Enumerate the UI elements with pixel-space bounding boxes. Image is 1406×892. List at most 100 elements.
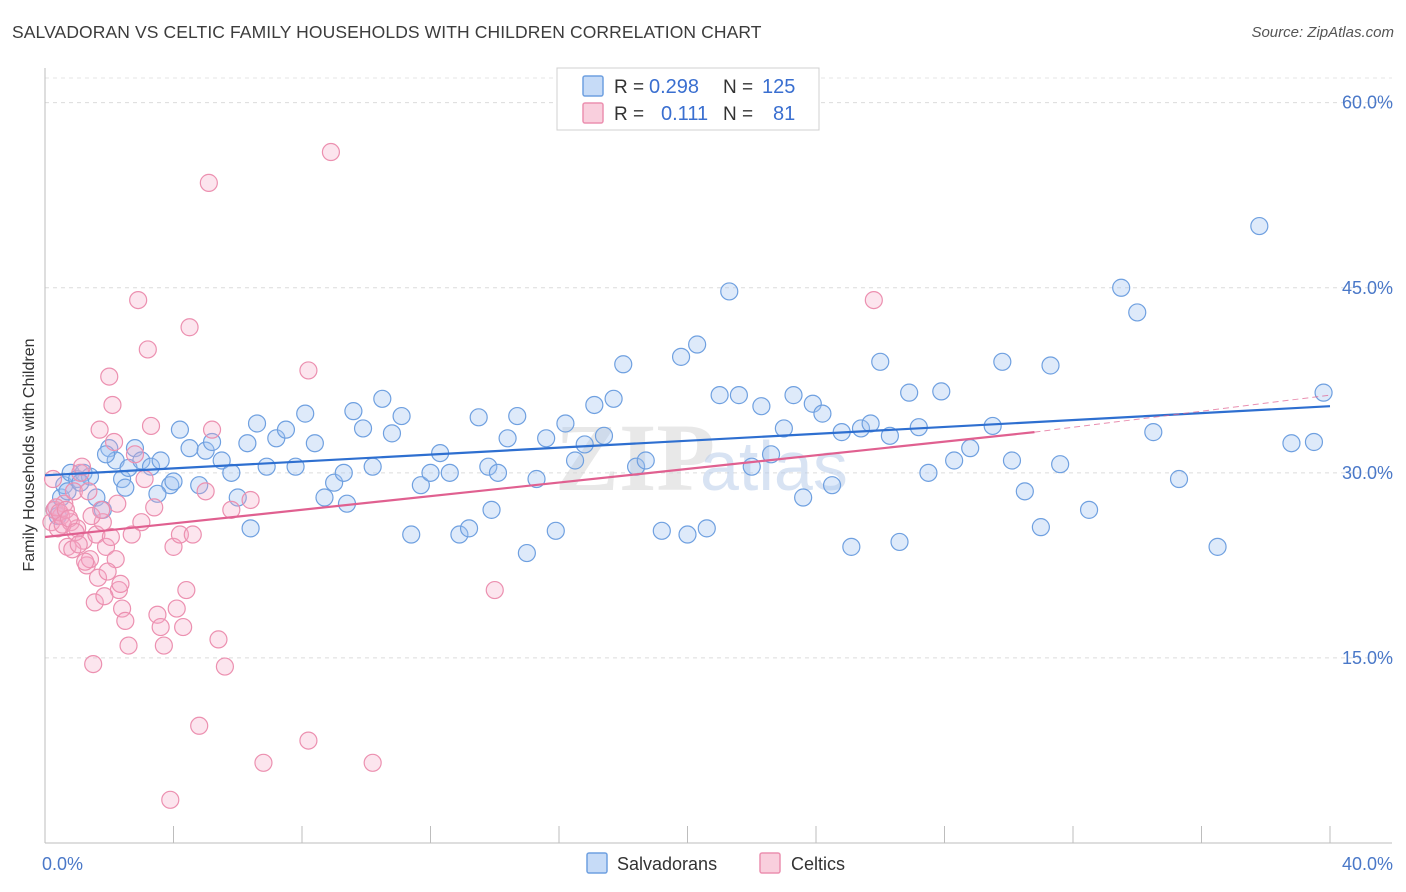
celtics-point-18	[100, 367, 119, 386]
grid-lines	[45, 77, 1392, 659]
celtics-point-44	[190, 716, 209, 735]
celtics-point-15	[90, 420, 109, 439]
celtics-point-36	[161, 790, 180, 809]
salvadorans-point-112	[1282, 434, 1301, 453]
celtics-point-49	[215, 657, 234, 676]
salvadorans-point-106	[1112, 278, 1131, 297]
salvadorans-point-36	[334, 463, 353, 482]
salvadorans-point-82	[803, 394, 822, 413]
salvadorans-point-62	[585, 395, 604, 415]
salvadorans-point-60	[565, 451, 585, 470]
salvadorans-point-114	[1314, 383, 1333, 402]
salvadorans-point-72	[697, 519, 716, 538]
salvadorans-point-91	[890, 532, 909, 552]
legend-r-label-1: R =	[614, 104, 644, 125]
celtics-point-46	[199, 173, 218, 192]
legend-n-value-0: 125	[762, 76, 795, 98]
salvadorans-point-84	[822, 476, 842, 495]
salvadorans-point-90	[880, 426, 899, 445]
celtics-point-45	[196, 482, 215, 501]
salvadorans-point-32	[296, 404, 315, 423]
y-tick-label-2: 45.0%	[1342, 278, 1393, 298]
salvadorans-point-16	[151, 451, 170, 470]
celtics-point-79	[108, 494, 127, 513]
celtics-point-41	[177, 580, 196, 600]
salvadorans-point-73	[710, 386, 729, 405]
salvadorans-point-33	[305, 434, 324, 453]
y-tick-label-3: 60.0%	[1342, 93, 1393, 113]
salvadorans-point-24	[222, 463, 241, 482]
trend-lines	[44, 394, 1331, 539]
correlation-legend: R = 0.298 N = 125 R = 0.111 N = 81	[556, 67, 820, 131]
salvadorans-point-38	[353, 419, 373, 438]
series-legend: Salvadorans Celtics	[586, 852, 845, 874]
celtics-point-24	[119, 636, 138, 655]
celtics-point-27	[129, 290, 148, 310]
celtics-point-78	[104, 432, 124, 452]
celtics-point-71	[82, 506, 101, 526]
legend-r-label-0: R =	[614, 77, 644, 98]
salvadorans-point-37	[344, 402, 363, 421]
celtics-point-17	[96, 537, 116, 556]
salvadorans-point-55	[517, 543, 536, 563]
salvadorans-point-89	[871, 352, 890, 371]
celtics-point-31	[141, 416, 161, 436]
celtics-point-73	[88, 568, 108, 587]
salvadorans-point-119	[116, 478, 135, 497]
salvadorans-trend-line	[44, 405, 1331, 477]
salvadorans-point-83	[813, 404, 832, 423]
salvadorans-point-80	[784, 386, 803, 405]
salvadorans-point-71	[688, 335, 707, 354]
y-axis-label: Family Households with Children	[21, 339, 38, 572]
celtics-point-29	[135, 469, 154, 489]
salvadorans-point-42	[392, 406, 411, 426]
y-tick-label-1: 30.0%	[1342, 463, 1393, 483]
salvadorans-point-64	[604, 389, 623, 408]
legend-r-value-1: 0.111	[661, 103, 708, 125]
celtics-point-68	[72, 457, 92, 476]
salvadorans-point-57	[537, 429, 556, 448]
salvadorans-point-103	[1041, 356, 1060, 375]
salvadorans-point-40	[373, 389, 392, 408]
celtics-point-77	[101, 527, 120, 547]
salvadorans-point-35	[325, 473, 344, 492]
watermark: ZIP atlas	[555, 404, 848, 511]
series-salvadorans-points	[45, 216, 1333, 563]
celtics-point-5	[58, 537, 77, 556]
salvadorans-point-22	[202, 432, 222, 452]
salvadorans-point-65	[614, 355, 633, 374]
salvadorans-point-58	[546, 521, 565, 540]
salvadorans-point-28	[257, 457, 276, 476]
celtics-point-25	[122, 525, 141, 544]
salvadorans-point-107	[1128, 303, 1147, 322]
salvadorans-point-101	[1015, 482, 1034, 501]
salvadorans-point-102	[1031, 518, 1050, 537]
salvadorans-point-86	[842, 537, 861, 556]
celtics-point-52	[254, 753, 273, 772]
celtics-point-51	[241, 490, 260, 510]
celtics-point-54	[299, 731, 318, 750]
celtics-point-47	[202, 420, 222, 439]
celtics-point-58	[864, 290, 883, 310]
salvadorans-point-59	[556, 414, 575, 433]
salvadorans-point-98	[983, 416, 1002, 436]
salvadorans-point-53	[498, 429, 517, 448]
salvadorans-point-47	[440, 463, 459, 482]
salvadorans-point-113	[1304, 432, 1324, 452]
celtics-point-26	[125, 445, 145, 464]
salvadorans-point-99	[993, 352, 1012, 371]
celtics-point-39	[170, 525, 190, 544]
salvadorans-point-52	[488, 463, 508, 482]
salvadorans-point-94	[919, 463, 938, 482]
celtics-point-35	[154, 636, 173, 655]
salvadorans-point-95	[932, 382, 951, 401]
bottom-legend-label-salvadorans: Salvadorans	[617, 854, 717, 874]
celtics-point-59	[43, 469, 63, 489]
legend-n-label-0: N =	[723, 77, 753, 98]
salvadorans-point-48	[450, 525, 469, 544]
salvadorans-point-122	[241, 519, 260, 538]
salvadorans-point-61	[575, 435, 594, 454]
legend-n-label-1: N =	[723, 104, 753, 125]
celtics-point-57	[485, 580, 504, 600]
salvadorans-point-68	[652, 521, 671, 540]
